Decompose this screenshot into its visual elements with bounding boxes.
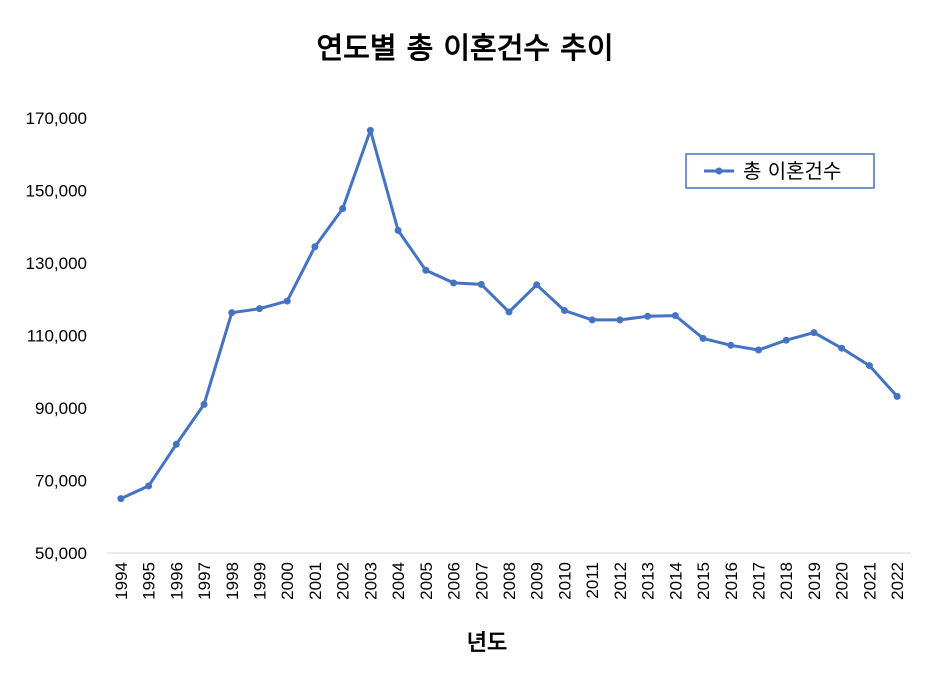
data-point bbox=[644, 312, 652, 320]
x-tick-label: 1997 bbox=[195, 562, 214, 600]
data-point bbox=[588, 316, 596, 324]
x-tick-label: 2019 bbox=[805, 562, 824, 600]
series-points bbox=[117, 126, 901, 503]
x-tick-label: 2014 bbox=[666, 562, 685, 600]
x-tick-label: 2008 bbox=[500, 562, 519, 600]
x-tick-label: 2007 bbox=[472, 562, 491, 600]
x-tick-label: 2001 bbox=[306, 562, 325, 600]
x-tick-label: 2017 bbox=[750, 562, 769, 600]
data-point bbox=[671, 312, 679, 320]
x-tick-label: 2004 bbox=[389, 562, 408, 600]
y-tick-label: 170,000 bbox=[26, 109, 87, 128]
data-point bbox=[505, 308, 513, 316]
data-point bbox=[727, 341, 735, 349]
y-tick-label: 90,000 bbox=[35, 399, 87, 418]
y-tick-label: 50,000 bbox=[35, 544, 87, 563]
data-point bbox=[172, 440, 180, 448]
x-tick-label: 2018 bbox=[777, 562, 796, 600]
data-point bbox=[228, 309, 236, 317]
x-tick-label: 1995 bbox=[140, 562, 159, 600]
data-point bbox=[893, 392, 901, 400]
legend-entry: 총 이혼건수 bbox=[743, 159, 841, 183]
data-point bbox=[782, 336, 790, 344]
x-tick-label: 2016 bbox=[722, 562, 741, 600]
data-point bbox=[422, 266, 430, 274]
data-point bbox=[283, 297, 291, 305]
data-point bbox=[366, 126, 374, 134]
data-point bbox=[533, 281, 541, 289]
data-point bbox=[311, 243, 319, 251]
y-axis: 50,000 70,000 90,000 110,000 130,000 150,000 1… bbox=[26, 109, 87, 563]
data-point bbox=[394, 226, 402, 234]
data-point bbox=[616, 316, 624, 324]
x-tick-label: 2013 bbox=[639, 562, 658, 600]
data-point bbox=[200, 400, 208, 408]
data-point bbox=[145, 482, 153, 490]
x-tick-label: 2006 bbox=[445, 562, 464, 600]
data-point bbox=[755, 346, 763, 354]
data-point bbox=[560, 306, 568, 314]
y-tick-label: 130,000 bbox=[26, 254, 87, 273]
x-tick-label: 2022 bbox=[888, 562, 907, 600]
data-point bbox=[117, 495, 125, 503]
x-tick-label: 2020 bbox=[833, 562, 852, 600]
data-point bbox=[838, 344, 846, 352]
x-tick-label: 2012 bbox=[611, 562, 630, 600]
x-tick-label: 2005 bbox=[417, 562, 436, 600]
y-tick-label: 70,000 bbox=[35, 472, 87, 491]
x-tick-label: 2011 bbox=[583, 562, 602, 599]
legend: 총 이혼건수 bbox=[685, 153, 875, 189]
y-tick-label: 150,000 bbox=[26, 182, 87, 201]
data-point bbox=[699, 334, 707, 342]
x-tick-label: 1996 bbox=[167, 562, 186, 600]
data-point bbox=[255, 305, 263, 313]
x-axis-ticks: 1994 1995 1996 1997 1998 1999 2000 2001 2002 2003… bbox=[112, 562, 907, 600]
data-point bbox=[865, 362, 873, 370]
data-point bbox=[450, 279, 458, 287]
x-tick-label: 2010 bbox=[555, 562, 574, 600]
x-tick-label: 1998 bbox=[223, 562, 242, 600]
x-tick-label: 2000 bbox=[278, 562, 297, 600]
x-tick-label: 2009 bbox=[528, 562, 547, 600]
x-tick-label: 2015 bbox=[694, 562, 713, 600]
y-tick-label: 110,000 bbox=[27, 327, 87, 346]
x-axis-label: 년도 bbox=[467, 631, 507, 656]
data-point bbox=[339, 205, 347, 213]
legend-marker bbox=[715, 167, 723, 175]
chart-title: 연도별 총 이혼건수 추이 bbox=[316, 31, 613, 65]
x-tick-label: 2003 bbox=[361, 562, 380, 600]
data-point bbox=[810, 329, 818, 337]
x-tick-label: 2021 bbox=[860, 562, 879, 600]
x-tick-label: 1999 bbox=[250, 562, 269, 600]
data-point bbox=[477, 280, 485, 288]
x-tick-label: 2002 bbox=[334, 562, 353, 600]
x-tick-label: 1994 bbox=[112, 562, 131, 600]
